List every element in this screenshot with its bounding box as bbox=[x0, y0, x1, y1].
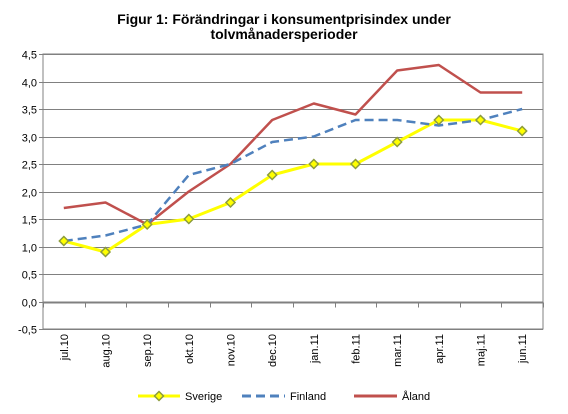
legend-label: Finland bbox=[290, 391, 326, 403]
x-tick-label: dec.10 bbox=[267, 334, 279, 367]
sverige-marker bbox=[266, 169, 278, 181]
x-tick-label: jun.11 bbox=[517, 334, 529, 364]
grid-layer bbox=[42, 53, 544, 330]
legend-label: Sverige bbox=[185, 391, 222, 403]
y-tick-label: 3,0 bbox=[22, 133, 37, 145]
legend-layer: Sverige Finland Åland bbox=[138, 390, 430, 403]
sverige-marker bbox=[349, 158, 362, 170]
y-tick-label: -0,5 bbox=[18, 325, 37, 337]
chart-title: Figur 1: Förändringar i konsumentprisind… bbox=[117, 11, 451, 27]
sverige-marker bbox=[308, 158, 320, 170]
x-tick-label: okt.10 bbox=[184, 334, 196, 364]
y-tick-label: 1,5 bbox=[22, 215, 37, 227]
y-tick-label: 0,5 bbox=[22, 270, 37, 282]
series-line-sverige bbox=[63, 118, 523, 254]
x-tick-label: nov.10 bbox=[226, 334, 238, 366]
y-tick-label: 4,5 bbox=[22, 50, 37, 62]
x-tick-label: apr.11 bbox=[434, 334, 446, 364]
series-layer bbox=[58, 63, 528, 258]
y-tick-label: 0,0 bbox=[22, 298, 37, 310]
sverige-marker bbox=[141, 218, 153, 231]
sverige-marker bbox=[474, 114, 487, 126]
sverige-marker bbox=[224, 196, 237, 209]
sverige-marker bbox=[99, 246, 112, 258]
x-tick-label: mar.11 bbox=[392, 334, 404, 367]
axis-layer: 4,5 4,0 3,5 3,0 2,5 2,0 1,5 1,0 0,5 0,0 -0,5 jul.10… bbox=[18, 50, 544, 368]
legend-label: Åland bbox=[402, 390, 430, 403]
x-tick-label: feb.11 bbox=[351, 334, 363, 364]
y-tick-label: 2,0 bbox=[22, 188, 37, 200]
y-tick-label: 3,5 bbox=[22, 105, 37, 117]
series-line-åland bbox=[63, 63, 523, 226]
sverige-marker bbox=[516, 125, 528, 137]
sverige-marker bbox=[391, 136, 403, 148]
x-tick-label: jul.10 bbox=[59, 334, 71, 361]
y-tick-label: 1,0 bbox=[22, 243, 37, 255]
sverige-marker bbox=[58, 235, 70, 247]
x-tick-label: jan.11 bbox=[309, 334, 321, 364]
sverige-marker bbox=[183, 213, 195, 225]
plot-area-border bbox=[42, 53, 544, 330]
x-tick-label: maj.11 bbox=[476, 334, 488, 366]
legend-marker bbox=[153, 390, 165, 402]
sverige-marker bbox=[433, 114, 445, 126]
x-tick-label: aug.10 bbox=[101, 334, 113, 368]
y-tick-label: 4,0 bbox=[22, 78, 37, 90]
y-tick-label: 2,5 bbox=[22, 160, 37, 172]
x-tick-label: sep.10 bbox=[142, 334, 154, 367]
series-line-finland bbox=[63, 107, 523, 243]
chart-title-line2: tolvmånadersperioder bbox=[210, 26, 358, 42]
